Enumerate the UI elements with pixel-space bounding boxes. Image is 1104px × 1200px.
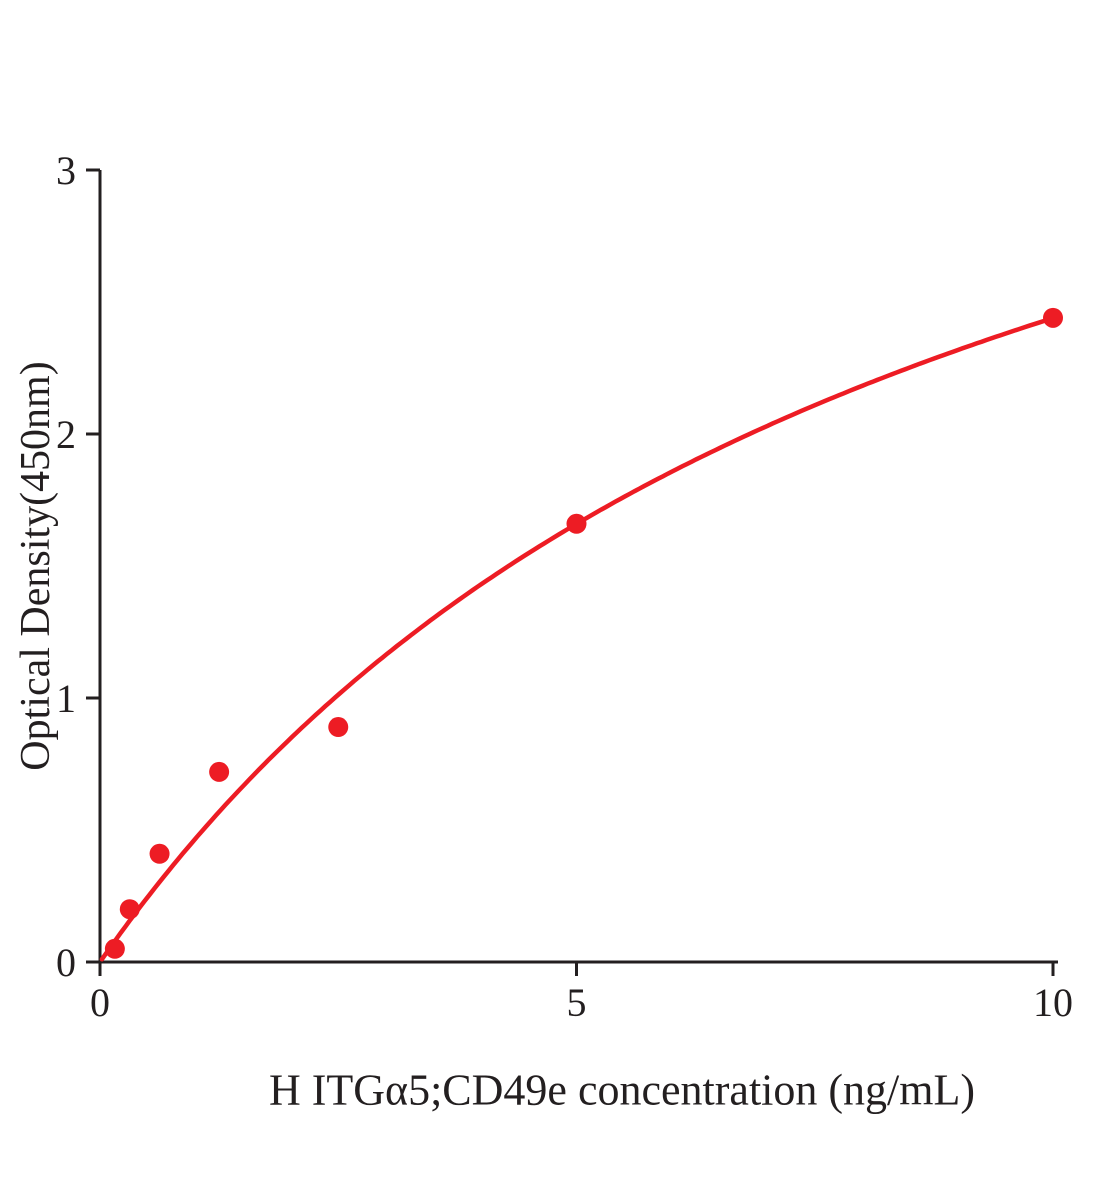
x-tick-label: 0 xyxy=(90,980,110,1025)
x-tick-label: 5 xyxy=(567,980,587,1025)
y-tick-label: 3 xyxy=(56,148,76,193)
data-point xyxy=(328,717,349,738)
data-point xyxy=(1043,307,1063,328)
data-point xyxy=(119,899,140,920)
y-tick-label: 1 xyxy=(56,676,76,721)
y-tick-label: 2 xyxy=(56,412,76,457)
y-axis-label: Optical Density(450nm) xyxy=(13,361,59,771)
x-tick-label: 10 xyxy=(1033,980,1073,1025)
data-point xyxy=(209,761,230,782)
fit-curve xyxy=(99,315,1056,962)
x-axis-label: H ITGα5;CD49e concentration (ng/mL) xyxy=(268,1065,976,1115)
y-tick-label: 0 xyxy=(56,940,76,985)
data-point xyxy=(104,938,125,959)
data-point xyxy=(566,513,587,534)
data-point xyxy=(149,843,170,864)
